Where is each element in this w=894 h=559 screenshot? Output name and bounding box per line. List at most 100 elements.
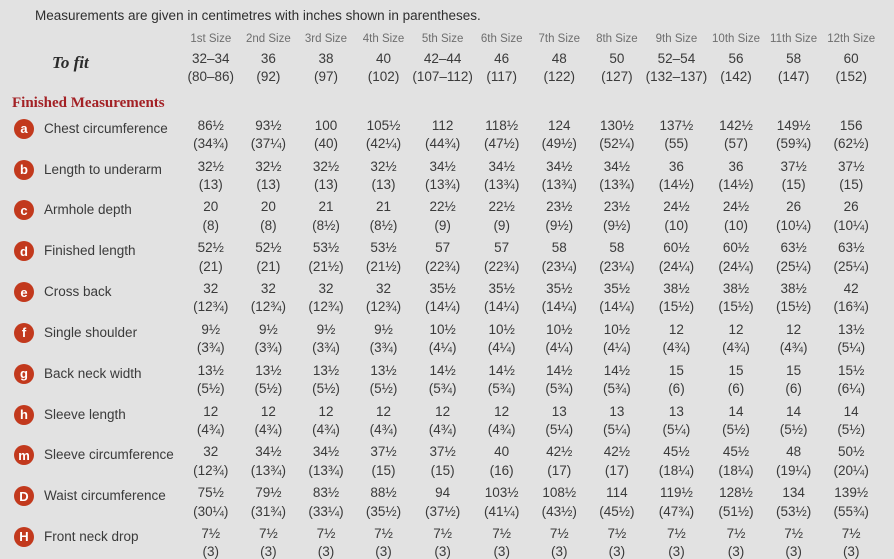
row-badge: d [14,241,34,262]
measurement-value: 32½ (13) [312,158,340,193]
measurement-value: 58 (23¼) [541,240,577,274]
measurement-value: 36 (14½) [658,158,695,193]
measurement-row-label: g Back neck width [12,360,182,384]
measurement-value: 53½ (21½) [365,240,402,274]
size-column-header: 8th Size [596,33,638,45]
measurement-value: 142½ (57) [719,117,753,152]
measurement-value: 38½ (15½) [718,281,754,315]
measurement-value: 7½ (3) [374,525,393,559]
measurement-value: 32 (12¾) [250,281,287,315]
size-column-header: 3rd Size [304,33,348,45]
measurement-value: 34½ (13¾) [484,158,520,193]
size-table: 1st Size 2nd Size 3rd Size 4th Size 5th Size… [12,30,880,559]
measurement-row-label: d Finished length [12,237,182,262]
measurement-value: 9½ (3¾) [254,321,283,356]
measurement-value: 60½ (24¼) [658,240,695,274]
size-column-header: 12th Size [827,33,876,45]
measurement-value: 58 (23¼) [599,240,635,274]
measurement-value: 13½ (5½) [312,362,340,397]
measurement-value: 12 (4¾) [722,321,750,356]
measurement-value: 23½ (9½) [545,199,574,233]
measurement-value: 13 (5¼) [662,403,691,437]
measurement-value: 32½ (13) [197,158,224,193]
measurement-value: 14 (5½) [837,403,866,437]
measurement-label: Armhole depth [44,202,132,218]
row-badge: H [14,526,34,547]
measurement-value: 15 (6) [785,362,802,397]
measurement-value: 105½ (42¼) [365,117,402,152]
measurement-value: 124 (49½) [541,117,577,152]
measurement-value: 35½ (14¼) [541,281,577,315]
measurement-value: 26 (10¼) [775,199,812,233]
to-fit-value: 60 (152) [835,51,867,85]
row-badge: f [14,322,34,343]
measurement-value: 7½ (3) [607,525,627,559]
to-fit-value: 50 (127) [601,51,633,85]
row-badge: g [14,363,34,384]
measurement-value: 57 (22¾) [484,240,520,274]
size-column-header: 1st Size [190,33,232,45]
measurement-value: 21 (8½) [312,199,340,233]
measurement-value: 60½ (24¼) [718,240,754,274]
measurement-value: 12 (4¾) [312,403,340,437]
to-fit-value: 42–44 (107–112) [412,51,473,85]
row-badge: m [14,445,34,466]
measurement-value: 34½ (13¾) [308,444,344,478]
measurement-value: 37½ (15) [429,444,456,478]
measurement-value: 35½ (14¼) [424,281,461,315]
measurement-value: 7½ (3) [201,525,221,559]
measurement-value: 24½ (10) [663,199,690,233]
measurement-row-label: e Cross back [12,278,182,303]
measurement-value: 15½ (6¼) [837,362,866,397]
to-fit-value: 46 (117) [486,51,517,85]
measurement-value: 7½ (3) [726,525,746,559]
measurement-value: 100 (40) [313,117,338,152]
size-column-header: 11th Size [770,33,818,45]
measurement-value: 13 (5¼) [545,403,574,437]
measurement-value: 7½ (3) [258,525,278,559]
measurement-value: 34½ (13¾) [424,158,461,193]
measurement-value: 36 (14½) [718,158,754,193]
measurement-value: 35½ (14¼) [484,281,520,315]
measurement-label: Finished length [44,243,136,259]
measurement-label: Back neck width [44,365,142,381]
size-column-header: 4th Size [362,33,405,45]
size-column-header: 7th Size [538,33,581,45]
measurement-value: 14½ (5¾) [602,362,631,397]
measurement-value: 26 (10¼) [833,199,869,233]
measurement-value: 12 (4¾) [428,403,457,437]
size-column-header: 6th Size [480,33,523,45]
measurement-value: 15 (6) [727,362,745,397]
to-fit-value: 40 (102) [367,51,400,85]
to-fit-value: 52–54 (132–137) [645,51,708,85]
measurement-value: 12 (4¾) [196,403,225,437]
measurement-value: 103½ (41¼) [484,485,520,519]
size-column-header: 5th Size [421,33,464,45]
size-column-header: 10th Size [712,33,760,45]
measurement-value: 63½ (25¼) [833,240,869,274]
measurement-value: 7½ (3) [316,525,336,559]
measurement-value: 34½ (13¾) [250,444,287,478]
measurement-value: 38½ (15½) [775,281,812,315]
measurement-label: Chest circumference [44,120,168,136]
measurement-value: 114 (45½) [599,485,635,519]
measurement-value: 52½ (21) [197,240,224,274]
measurement-row-label: c Armhole depth [12,196,182,221]
measurement-value: 137½ (55) [659,117,694,152]
measurement-value: 22½ (9) [429,199,456,233]
measurement-label: Waist circumference [44,488,166,504]
measurement-value: 42½ (17) [603,444,630,478]
measurement-note: Measurements are given in centimetres wi… [35,8,481,23]
measurement-row-label: m Sleeve circumference [12,441,182,466]
measurement-value: 14½ (5¾) [428,362,457,397]
measurement-value: 139½ (55¾) [833,485,869,519]
measurement-value: 21 (8½) [369,199,398,233]
measurement-value: 48 (19¼) [775,444,812,478]
measurement-value: 156 (62½) [833,117,869,152]
size-column-header: 9th Size [655,33,698,45]
measurement-value: 93½ (37¼) [250,117,287,152]
measurement-value: 52½ (21) [255,240,282,274]
measurement-value: 9½ (3¾) [369,321,398,356]
measurement-value: 12 (4¾) [254,403,283,437]
measurement-value: 20 (8) [260,199,277,233]
